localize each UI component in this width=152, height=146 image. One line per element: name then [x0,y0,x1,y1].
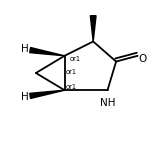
Polygon shape [30,90,65,98]
Text: H: H [21,92,28,102]
Polygon shape [30,48,65,56]
Polygon shape [90,16,96,41]
Text: or1: or1 [66,84,77,90]
Text: NH: NH [100,98,115,108]
Text: O: O [138,54,147,64]
Text: or1: or1 [66,69,77,75]
Text: or1: or1 [70,56,81,62]
Text: H: H [21,44,28,54]
